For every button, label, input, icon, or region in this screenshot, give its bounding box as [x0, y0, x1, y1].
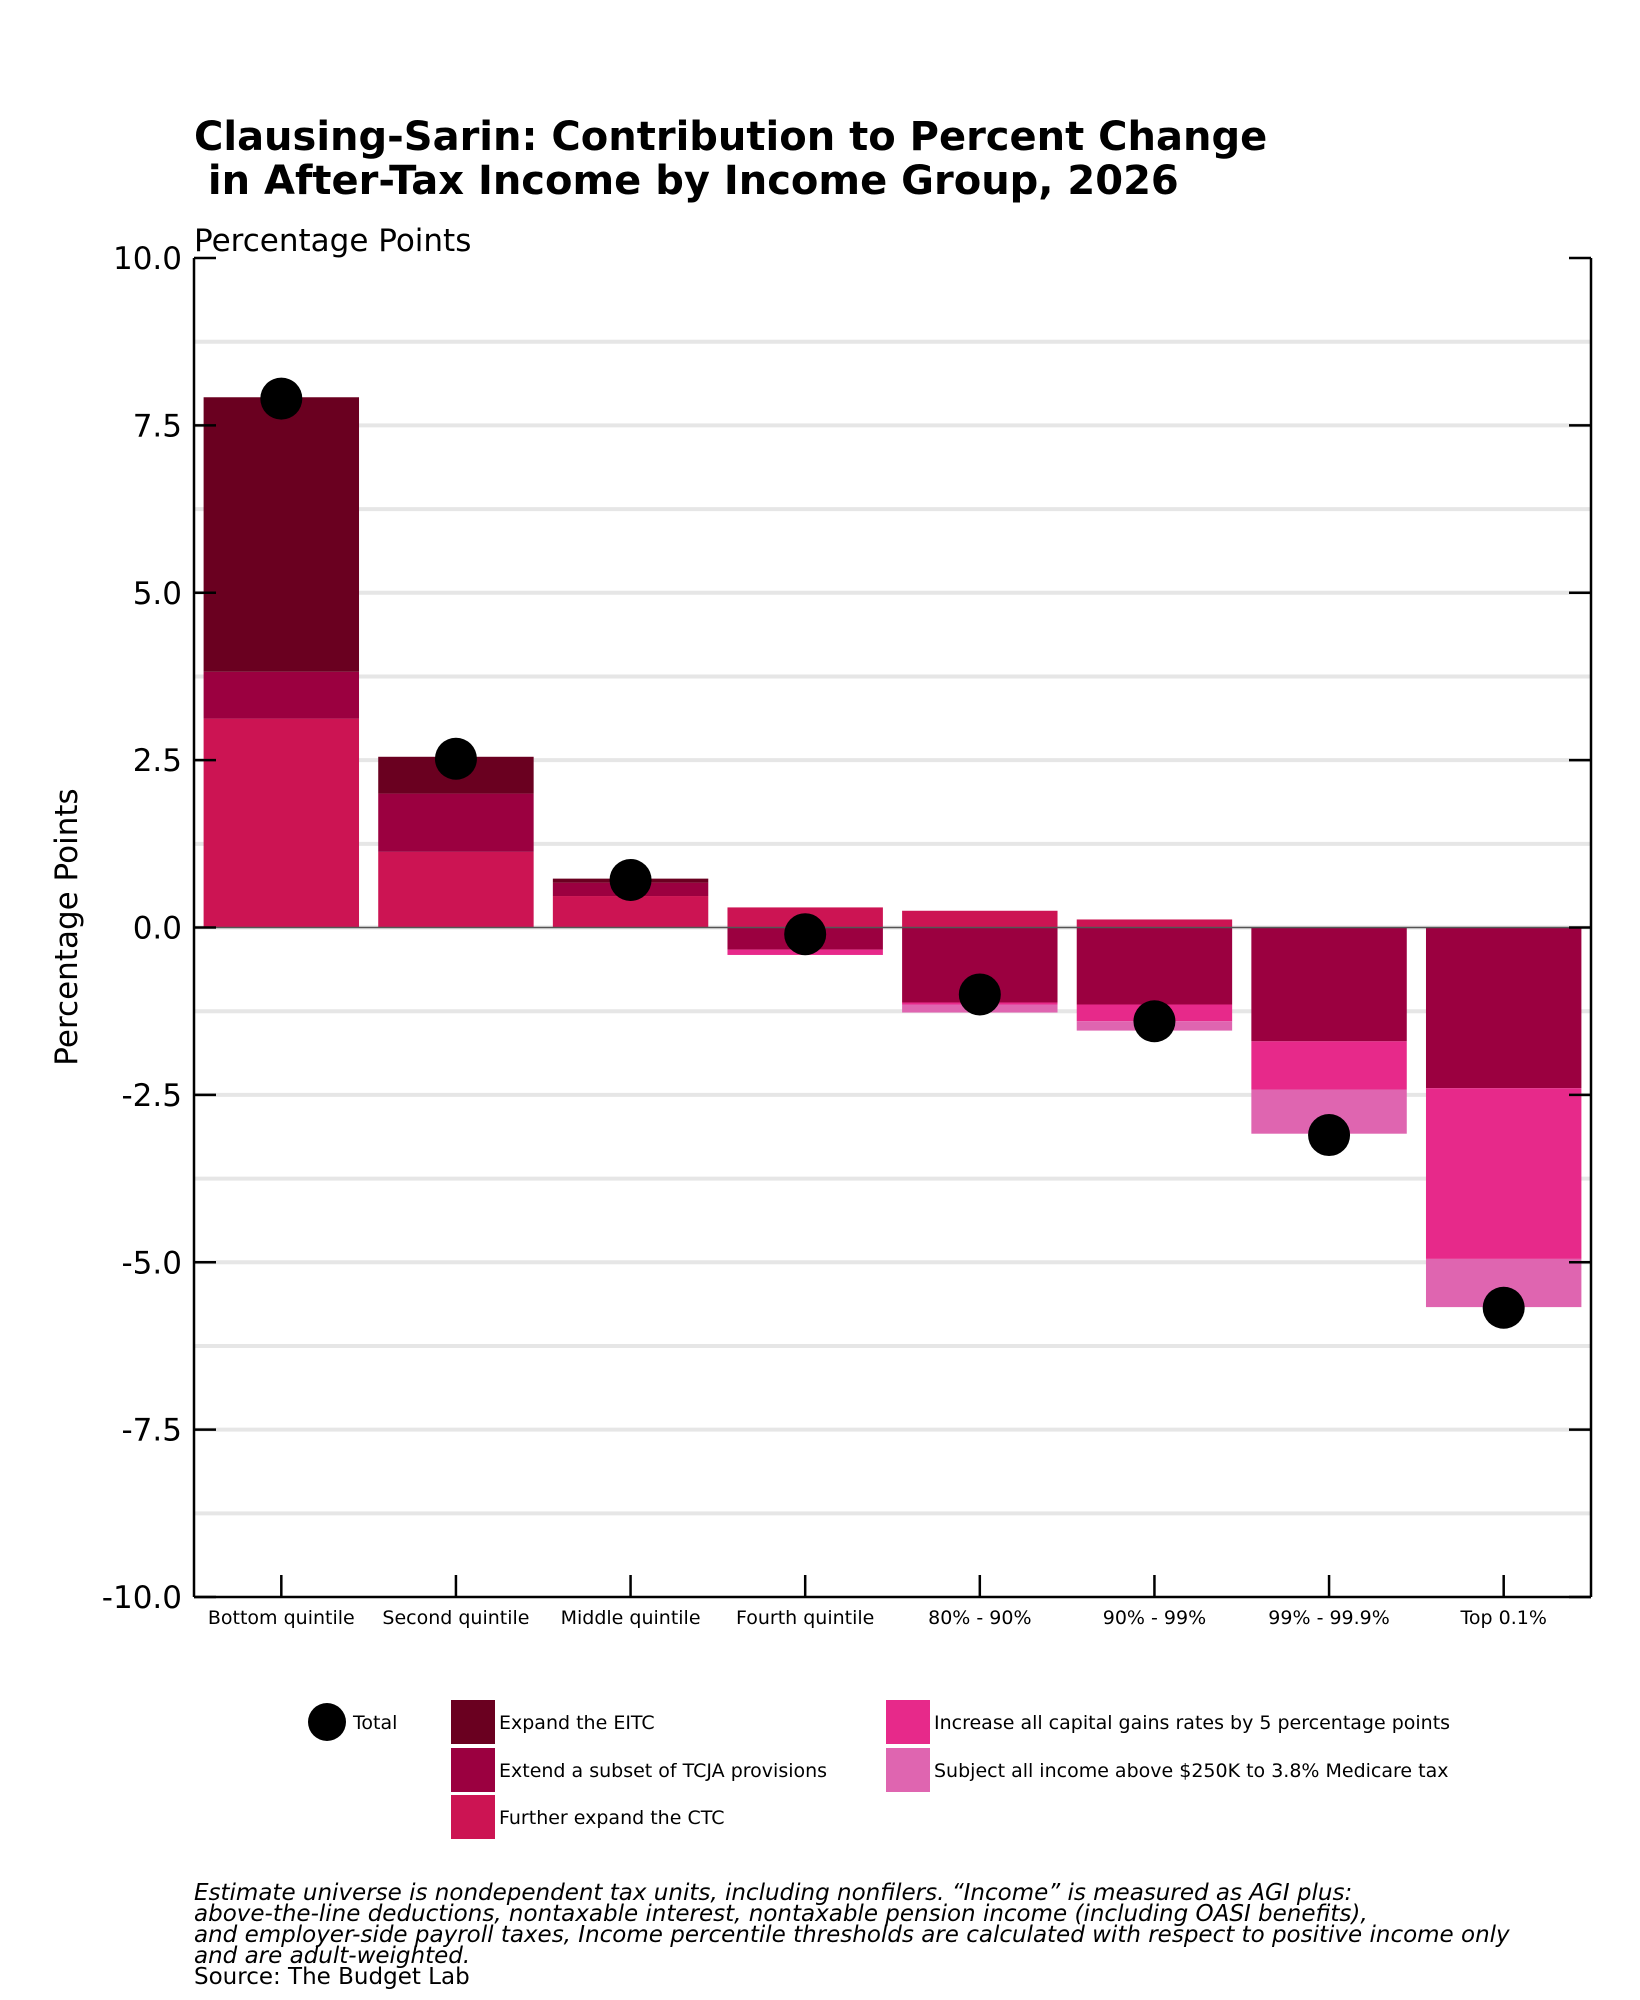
chart-title-line-1: Clausing-Sarin: Contribution to Percent … [194, 114, 1267, 160]
chart-title-line-2: in After-Tax Income by Income Group, 202… [194, 158, 1179, 204]
bar-segment: Further expand the CTC: 1.13 [378, 851, 534, 928]
y-tick-label: 5.0 [133, 576, 182, 612]
legend: Total Expand the EITC Extend a subset of T… [308, 1700, 1450, 1839]
legend-label: Further expand the CTC [499, 1807, 724, 1829]
legend-label: Increase all capital gains rates by 5 pe… [934, 1712, 1450, 1734]
x-tick-label: Fourth quintile [736, 1607, 874, 1629]
note-line: Estimate universe is nondependent tax un… [194, 1880, 1353, 1906]
legend-label: Total [352, 1712, 397, 1734]
chart-source: Source: The Budget Lab [194, 1964, 470, 1990]
x-tick-label: 80% - 90% [928, 1607, 1031, 1629]
bar-segment: Further expand the CTC: 0.25 [902, 910, 1058, 928]
x-tick-label: 99% - 99.9% [1268, 1607, 1390, 1629]
x-tick-label: Second quintile [382, 1607, 529, 1629]
total-marker [609, 858, 652, 901]
total-marker [434, 737, 477, 780]
legend-label: Expand the EITC [499, 1712, 655, 1734]
total-marker [260, 377, 303, 420]
legend-label: Extend a subset of TCJA provisions [499, 1760, 827, 1782]
note-line: and employer-side payroll taxes, Income … [194, 1922, 1510, 1948]
total-marker [1482, 1286, 1525, 1329]
axes [192, 256, 1593, 1599]
total-marker [784, 913, 827, 956]
legend-label: Subject all income above $250K to 3.8% M… [934, 1760, 1448, 1782]
y-axis-label: Percentage Points [49, 788, 85, 1065]
bar-segment: Extend a subset of TCJA provisions: 0.7 [203, 671, 360, 719]
bar-segment: Extend a subset of TCJA provisions: -1.1… [1076, 927, 1233, 1005]
x-tick-label: Bottom quintile [208, 1607, 355, 1629]
y-tick-label: 7.5 [133, 408, 182, 444]
gridlines [194, 339, 1591, 1516]
x-tick-labels: Bottom quintile Second quintile Middle qui… [208, 1607, 1547, 1629]
bar-segment: Further expand the CTC: 0.47 [552, 896, 709, 928]
y-tick-label: 0.0 [133, 911, 182, 947]
bar-segment: Increase all capital gains rates by 5 pe… [1425, 1088, 1582, 1259]
bars: Further expand the CTC: 3.12Extend a sub… [203, 397, 1582, 1308]
legend-swatch [886, 1748, 930, 1792]
y-tick-label: -5.0 [122, 1245, 183, 1281]
x-tick-label: Top 0.1% [1460, 1607, 1547, 1629]
legend-swatch [451, 1748, 495, 1792]
x-tick-label: 90% - 99% [1103, 1607, 1206, 1629]
total-marker [1133, 1000, 1176, 1043]
total-marker [958, 973, 1001, 1016]
x-tick-label: Middle quintile [561, 1607, 701, 1629]
bar-segment: Extend a subset of TCJA provisions: -2.4 [1425, 927, 1582, 1089]
total-marker [1308, 1114, 1351, 1157]
y-tick-label: -7.5 [122, 1413, 183, 1449]
bar-segment: Increase all capital gains rates by 5 pe… [1251, 1041, 1407, 1090]
bar-segment: Further expand the CTC: 0.12 [1076, 919, 1233, 928]
note-line: and are adult-weighted. [194, 1943, 471, 1969]
legend-swatch [886, 1700, 930, 1744]
chart-subtitle: Percentage Points [194, 223, 471, 259]
y-tick-label: -2.5 [122, 1078, 183, 1114]
y-tick-label: -10.0 [102, 1580, 182, 1616]
bar-segment: Extend a subset of TCJA provisions: -1.7 [1251, 927, 1407, 1042]
legend-swatch [451, 1700, 495, 1744]
bar-segment: Further expand the CTC: 3.12 [203, 718, 360, 928]
total-markers [260, 377, 1525, 1329]
bar-segment: Expand the EITC: 4.1 [203, 397, 360, 672]
y-tick-label: 2.5 [133, 743, 182, 779]
note-line: above-the-line deductions, nontaxable in… [194, 1901, 1368, 1927]
legend-swatch [451, 1795, 495, 1839]
y-tick-labels: 10.0 7.5 5.0 2.5 0.0 -2.5 -5.0 -7.5 -10.0 [102, 241, 182, 1616]
legend-swatch [308, 1703, 346, 1741]
chart-notes: Estimate universe is nondependent tax un… [194, 1880, 1634, 1990]
bar-segment: Extend a subset of TCJA provisions: 0.87 [378, 793, 534, 852]
y-tick-label: 10.0 [113, 241, 182, 277]
